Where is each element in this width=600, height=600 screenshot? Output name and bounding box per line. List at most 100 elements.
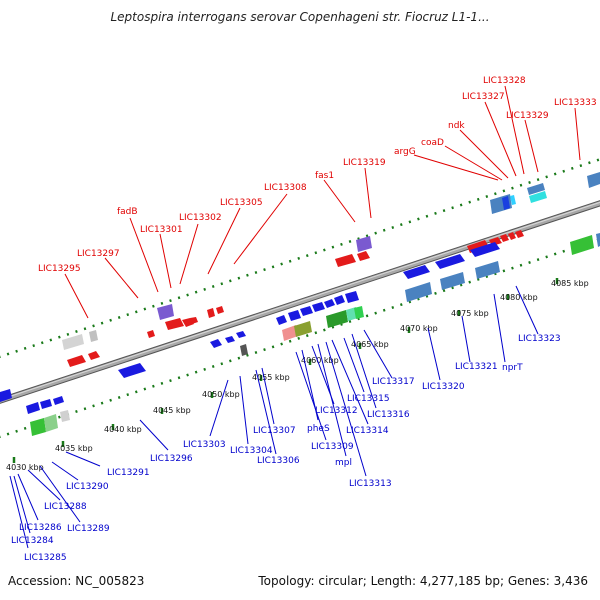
gene-label: LIC13308 <box>264 183 307 193</box>
gene-label: LIC13309 <box>311 442 354 452</box>
gene-arrow <box>354 306 364 319</box>
scale-label: 4030 kbp <box>6 463 44 472</box>
gene-arrow <box>475 261 500 279</box>
scale-label: 4080 kbp <box>500 293 538 302</box>
gene-arrow <box>570 235 594 255</box>
gene-arrow <box>157 304 174 320</box>
gene-arrow <box>587 172 600 188</box>
gene-arrow <box>118 363 146 378</box>
gene-label: LIC13302 <box>179 213 222 223</box>
gene-arrow <box>356 236 372 252</box>
gene-arrow <box>207 308 215 318</box>
gene-label: LIC13319 <box>343 158 386 168</box>
gene-label: LIC13317 <box>372 377 415 387</box>
gene-label: LIC13320 <box>422 382 465 392</box>
gene-arrow <box>282 325 298 341</box>
gene-label: LIC13289 <box>67 524 110 534</box>
gene-arrow <box>324 299 335 308</box>
scale-label: 4055 kbp <box>252 373 290 382</box>
scale-label: 4065 kbp <box>351 340 389 349</box>
gene-arrow <box>147 330 155 338</box>
gene-arrow <box>165 318 184 330</box>
gene-label: LIC13316 <box>367 410 410 420</box>
gene-label: LIC13297 <box>77 249 120 259</box>
gene-label: LIC13329 <box>506 111 549 121</box>
gene-label: LIC13284 <box>11 536 54 546</box>
reverse-leader-lines <box>9 285 539 549</box>
gene-arrow <box>435 254 465 269</box>
genome-summary-text: Topology: circular; Length: 4,277,185 bp… <box>258 574 588 588</box>
gene-arrow <box>40 399 52 409</box>
gene-arrow <box>508 232 516 240</box>
gene-arrow <box>30 418 46 436</box>
gene-arrow <box>190 317 198 324</box>
major-ticks <box>12 278 559 463</box>
gene-label: LIC13291 <box>107 468 150 478</box>
gene-label: LIC13312 <box>315 406 358 416</box>
gene-label: LIC13321 <box>455 362 498 372</box>
gene-label: LIC13301 <box>140 225 183 235</box>
gene-arrow <box>500 234 509 242</box>
gene-label: pheS <box>307 424 330 434</box>
gene-label: fadB <box>117 207 138 217</box>
gene-label: LIC13327 <box>462 92 505 102</box>
gene-arrow <box>596 233 600 247</box>
gene-label: mpl <box>335 458 352 468</box>
gene-arrow <box>510 195 516 205</box>
gene-arrow <box>529 191 547 203</box>
gene-arrow <box>527 183 545 195</box>
gene-label: LIC13314 <box>346 426 389 436</box>
gene-arrow <box>236 331 246 338</box>
gene-label: coaD <box>421 138 444 148</box>
gene-label: LIC13295 <box>38 264 81 274</box>
accession-text: Accession: NC_005823 <box>8 574 145 588</box>
scale-label: 4075 kbp <box>451 309 489 318</box>
forward-gene-features[interactable] <box>62 172 600 367</box>
gene-arrow <box>405 282 432 302</box>
upper-tick-track <box>0 157 600 359</box>
gene-arrow <box>0 389 12 402</box>
gene-label: LIC13307 <box>253 426 296 436</box>
gene-label: fas1 <box>315 171 334 181</box>
gene-label: LIC13290 <box>66 482 109 492</box>
scale-label: 4040 kbp <box>104 425 142 434</box>
gene-arrow <box>216 306 224 314</box>
gene-label: LIC13328 <box>483 76 526 86</box>
gene-arrow <box>470 242 500 257</box>
gene-label: LIC13313 <box>349 479 392 489</box>
gene-label: LIC13315 <box>347 394 390 404</box>
scale-label: 4050 kbp <box>202 390 240 399</box>
gene-label: LIC13285 <box>24 553 67 563</box>
gene-arrow <box>88 351 100 360</box>
scale-label: 4085 kbp <box>551 279 589 288</box>
gene-label: nprT <box>502 363 523 373</box>
gene-arrow <box>345 291 359 303</box>
reverse-gene-features[interactable] <box>0 233 600 436</box>
gene-arrow <box>515 230 524 238</box>
gene-arrow <box>335 254 356 267</box>
gene-arrow <box>225 336 235 343</box>
scale-label: 4060 kbp <box>301 356 339 365</box>
gene-label: LIC13306 <box>257 456 300 466</box>
gene-arrow <box>312 302 325 312</box>
gene-arrow <box>62 334 84 350</box>
gene-label: LIC13286 <box>19 523 62 533</box>
gene-label: argG <box>394 147 416 157</box>
gene-arrow <box>440 272 465 290</box>
gene-arrow <box>294 321 312 337</box>
gene-arrow <box>334 295 345 305</box>
forward-leader-lines <box>64 85 581 319</box>
gene-arrow <box>326 310 348 328</box>
gene-label: LIC13305 <box>220 198 263 208</box>
gene-arrow <box>502 196 510 210</box>
genome-backbone <box>0 200 600 404</box>
gene-arrow <box>357 251 370 261</box>
lower-tick-track <box>0 237 600 439</box>
gene-arrow <box>276 315 287 325</box>
gene-arrow <box>288 310 301 321</box>
scale-label: 4070 kbp <box>400 324 438 333</box>
gene-label: LIC13323 <box>518 334 561 344</box>
gene-label: ndk <box>448 121 465 131</box>
gene-arrow <box>210 339 222 348</box>
